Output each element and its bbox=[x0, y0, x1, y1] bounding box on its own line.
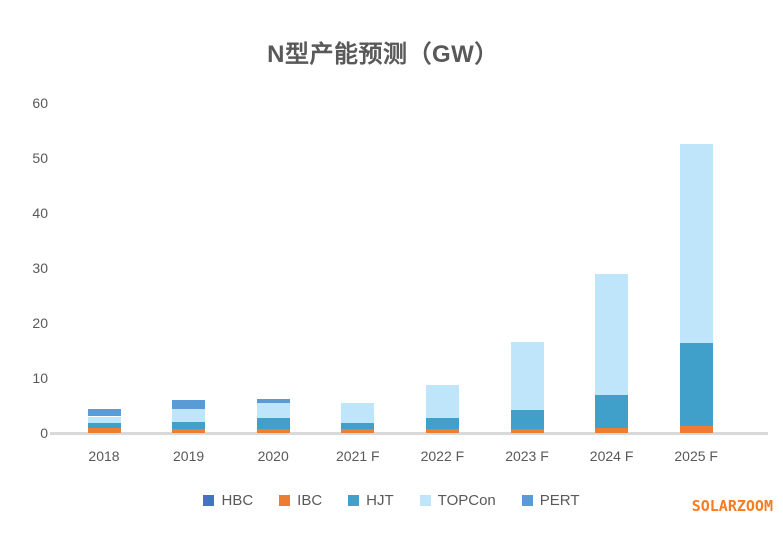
bar-segment-topcon-2018 bbox=[87, 416, 121, 423]
bar-segment-topcon-2022F bbox=[425, 384, 459, 418]
bar-segment-ibc-2024F bbox=[595, 427, 629, 433]
bar-segment-hjt-2019 bbox=[172, 422, 206, 429]
x-axis-label: 2023 F bbox=[505, 448, 549, 464]
y-axis-tick-label: 50 bbox=[32, 150, 48, 166]
bar-segment-ibc-2025F bbox=[679, 426, 713, 433]
legend-swatch-hbc bbox=[203, 495, 215, 506]
x-axis-label: 2019 bbox=[173, 448, 205, 464]
bar-segment-pert-2019 bbox=[172, 400, 206, 410]
x-axis-label: 2024 F bbox=[589, 448, 634, 464]
bar-segment-topcon-2024F bbox=[595, 273, 629, 395]
legend-swatch-pert bbox=[521, 495, 533, 506]
legend-label: HJT bbox=[366, 492, 394, 509]
y-axis-tick-label: 0 bbox=[40, 425, 48, 441]
y-axis-tick-label: 20 bbox=[32, 315, 48, 331]
y-axis-tick-label: 30 bbox=[32, 260, 48, 276]
watermark-logo: SOLARZOOM bbox=[691, 497, 773, 515]
x-axis-line bbox=[50, 432, 768, 435]
bar-segment-topcon-2020 bbox=[256, 403, 290, 419]
bar-segment-hjt-2023F bbox=[510, 410, 544, 429]
bar-segment-topcon-2019 bbox=[172, 409, 206, 422]
bar-segment-ibc-2023F bbox=[510, 428, 544, 433]
bar-segment-ibc-2021F bbox=[341, 429, 375, 433]
bar-segment-topcon-2025F bbox=[679, 144, 713, 343]
bar-segment-ibc-2019 bbox=[172, 428, 206, 433]
x-axis-label: 2018 bbox=[88, 448, 120, 464]
x-axis-label: 2025 F bbox=[674, 448, 718, 464]
legend-swatch-topcon bbox=[419, 495, 431, 506]
y-axis-tick-label: 40 bbox=[32, 205, 48, 221]
legend-swatch-ibc bbox=[279, 495, 291, 506]
bar-segment-ibc-2020 bbox=[256, 428, 290, 433]
bar-segment-topcon-2023F bbox=[510, 342, 544, 411]
bar-segment-hjt-2020 bbox=[256, 418, 290, 429]
x-axis-label: 2021 F bbox=[336, 448, 380, 464]
legend-item-hbc: HBC bbox=[203, 492, 253, 509]
legend-label: PERT bbox=[539, 492, 580, 509]
bar-segment-hjt-2025F bbox=[679, 342, 713, 427]
bar-segment-pert-2020 bbox=[256, 399, 290, 404]
chart-title: N型产能预测（GW） bbox=[267, 41, 499, 68]
legend-item-ibc: IBC bbox=[279, 492, 322, 509]
legend-label: HBC bbox=[221, 492, 254, 509]
legend-label: IBC bbox=[297, 492, 323, 509]
bar-segment-hjt-2024F bbox=[595, 394, 629, 428]
y-axis-tick-label: 10 bbox=[32, 370, 48, 386]
bar-segment-hjt-2022F bbox=[425, 417, 459, 429]
legend-item-hjt: HJT bbox=[348, 492, 394, 509]
chart-legend: HBC IBC HJT TOPCon PERT bbox=[0, 492, 783, 509]
legend-item-topcon: TOPCon bbox=[419, 492, 496, 509]
bar-segment-pert-2018 bbox=[87, 408, 121, 417]
bar-segment-hjt-2018 bbox=[87, 422, 121, 429]
bar-segment-hjt-2021F bbox=[341, 422, 375, 430]
bar-segment-ibc-2018 bbox=[87, 428, 121, 433]
bar-segment-topcon-2021F bbox=[341, 402, 375, 423]
x-axis-label: 2020 bbox=[257, 448, 289, 464]
legend-item-pert: PERT bbox=[521, 492, 580, 509]
legend-label: TOPCon bbox=[437, 492, 496, 509]
bar-segment-ibc-2022F bbox=[425, 428, 459, 433]
x-axis-label: 2022 F bbox=[420, 448, 465, 464]
y-axis-tick-label: 60 bbox=[32, 95, 48, 111]
legend-swatch-hjt bbox=[348, 495, 360, 506]
